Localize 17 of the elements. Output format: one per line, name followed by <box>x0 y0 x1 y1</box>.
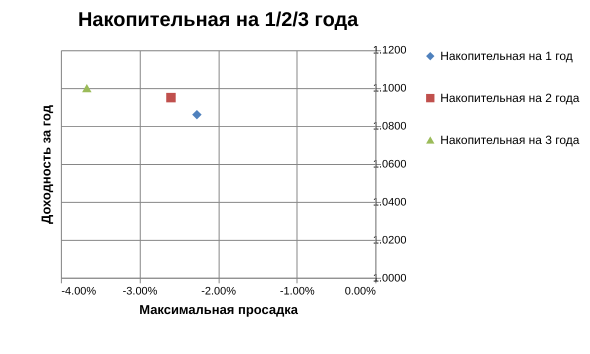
y-tick-label: 1.0200 <box>372 234 406 246</box>
x-tick-label: 0.00% <box>344 285 376 298</box>
legend-label: Накопительная на 2 года <box>440 91 580 106</box>
y-tick-label: 1.0000 <box>372 272 406 284</box>
x-axis-title: Максимальная просадка <box>139 302 299 318</box>
y-axis-title: Доходность за год <box>38 105 54 224</box>
x-tick-label: -4.00% <box>61 285 96 298</box>
chart-title: Накопительная на 1/2/3 года <box>78 9 360 32</box>
x-tick-label: -3.00% <box>122 285 158 298</box>
legend-label: Накопительная на 1 год <box>440 49 573 64</box>
y-tick-label: 1.0800 <box>372 120 406 133</box>
y-tick-label: 1.0600 <box>372 158 406 170</box>
x-tick-label: -1.00% <box>280 285 315 298</box>
y-tick-label: 1.0400 <box>372 196 406 208</box>
y-tick-label: 1.1200 <box>372 44 406 57</box>
x-tick-label: -2.00% <box>201 285 236 298</box>
legend-label: Накопительная на 3 года <box>440 133 580 148</box>
